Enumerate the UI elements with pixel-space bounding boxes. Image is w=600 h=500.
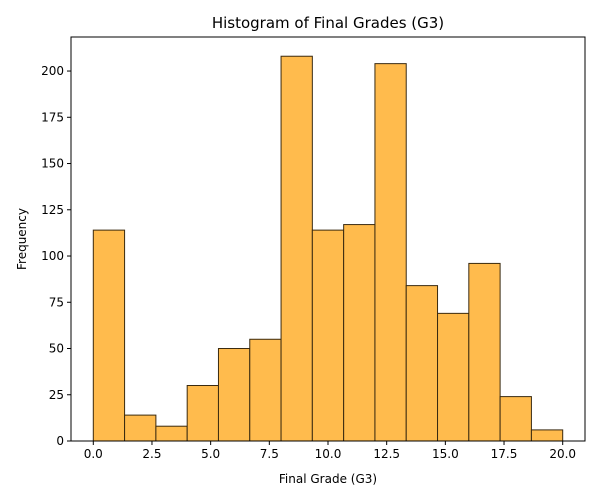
x-tick-label: 10.0: [315, 447, 342, 461]
x-tick-label: 5.0: [201, 447, 220, 461]
y-tick-label: 150: [41, 157, 64, 171]
bars-group: [92, 55, 564, 442]
histogram-bar-4: [217, 348, 251, 442]
y-tick-label: 200: [41, 64, 64, 78]
plot-frame: [70, 36, 586, 442]
x-axis-label: Final Grade (G3): [279, 472, 377, 486]
y-axis-ticks: 0 25 50 75 100 125 150 175 200: [41, 64, 71, 448]
y-tick-label: 50: [49, 342, 64, 356]
x-tick-label: 7.5: [260, 447, 279, 461]
histogram-bar-14: [530, 429, 564, 442]
chart-title: Histogram of Final Grades (G3): [212, 14, 444, 32]
histogram-bar-9: [374, 63, 407, 442]
x-tick-label: 0.0: [84, 447, 103, 461]
y-tick-label: 25: [49, 388, 64, 402]
histogram-bar-10: [405, 285, 439, 442]
y-tick-label: 175: [41, 110, 64, 124]
x-tick-label: 15.0: [432, 447, 459, 461]
histogram-bar-5: [249, 338, 282, 442]
y-tick-label: 75: [49, 295, 64, 309]
histogram-bar-6: [280, 55, 313, 442]
x-axis-ticks: 0.0 2.5 5.0 7.5 10.0 12.5 15.0 17.5 20.0: [84, 441, 576, 461]
y-tick-label: 100: [41, 249, 64, 263]
histogram-bar-3: [186, 385, 219, 442]
histogram-bar-1: [124, 414, 157, 442]
histogram-bar-8: [343, 224, 376, 442]
x-tick-label: 2.5: [142, 447, 161, 461]
x-tick-label: 12.5: [373, 447, 400, 461]
histogram-bar-12: [468, 262, 501, 442]
y-tick-label: 0: [56, 434, 64, 448]
histogram-bar-0: [92, 229, 126, 442]
histogram-bar-11: [437, 312, 470, 442]
histogram-bar-13: [499, 396, 532, 442]
y-axis-label: Frequency: [15, 208, 29, 270]
x-tick-label: 20.0: [549, 447, 576, 461]
histogram-bar-7: [311, 229, 345, 442]
histogram-bar-2: [155, 425, 188, 442]
y-tick-label: 125: [41, 203, 64, 217]
x-tick-label: 17.5: [491, 447, 518, 461]
